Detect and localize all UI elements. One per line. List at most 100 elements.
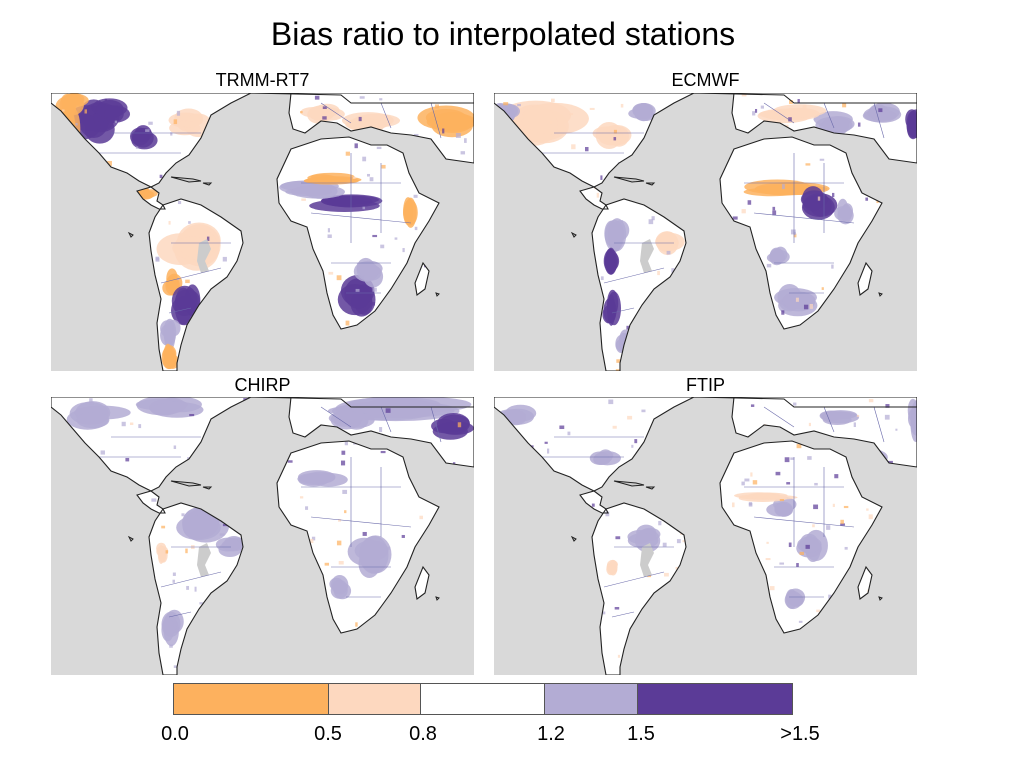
bias-speckle [543,354,547,358]
bias-speckle [129,331,132,335]
coastline [731,93,917,164]
bias-speckle [98,660,102,664]
bias-speckle [284,534,288,539]
bias-patch [95,105,131,124]
bias-speckle [734,347,739,353]
bias-speckle [57,248,63,252]
bias-speckle [752,111,756,116]
coastline [414,565,430,600]
bias-speckle [886,494,891,500]
bias-speckle [816,609,820,613]
bias-speckle [809,303,813,309]
bias-speckle [299,496,304,499]
bias-speckle [696,532,702,536]
bias-speckle [865,197,869,201]
bias-speckle [460,311,465,315]
bias-patch [132,127,154,148]
bias-speckle [557,629,562,632]
bias-speckle [224,491,227,494]
coastline [579,186,609,210]
bias-speckle [649,634,654,640]
bias-speckle [729,346,733,351]
bias-speckle [652,147,657,150]
map-ecmwf [494,93,917,371]
coastline [719,440,883,634]
bias-speckle [535,558,541,562]
bias-speckle [540,202,545,206]
bias-speckle [701,661,705,666]
bias-speckle [279,623,283,627]
bias-speckle [549,121,553,125]
bias-patch [822,116,855,132]
bias-speckle [615,369,621,371]
bias-speckle [380,450,386,454]
bias-speckle [658,520,662,526]
bias-speckle [885,352,890,356]
bias-patch [150,401,204,418]
bias-speckle [408,351,412,357]
coastline [857,565,873,600]
bias-speckle [281,369,286,371]
bias-speckle [895,428,898,431]
bias-speckle [172,579,175,583]
bias-speckle [332,631,335,635]
bias-patch [821,411,860,424]
bias-speckle [80,630,85,635]
bias-speckle [634,439,638,444]
bias-speckle [76,273,81,276]
bias-speckle [73,209,79,214]
bias-speckle [119,301,122,304]
bias-speckle [116,532,119,537]
bias-speckle [662,542,667,547]
bias-speckle [354,143,358,149]
bias-speckle [741,481,745,486]
bias-speckle [359,96,365,99]
bias-speckle [685,215,690,220]
bias-speckle [693,542,697,547]
bias-speckle [266,273,271,277]
bias-speckle [502,658,506,662]
bias-speckle [203,301,208,306]
bias-speckle [431,547,436,552]
bias-speckle [819,158,825,161]
bias-speckle [702,469,708,474]
bias-speckle [526,643,531,648]
bias-speckle [345,320,350,326]
land-sa [592,199,686,371]
bias-speckle [133,529,136,534]
land-sa [592,503,686,675]
bias-speckle [840,519,844,524]
bias-speckle [669,636,674,641]
bias-speckle [658,293,664,299]
bias-speckle [589,107,595,110]
bias-speckle [878,648,882,651]
bias-speckle [311,663,316,668]
bias-speckle [84,109,87,114]
bias-speckle [356,262,361,266]
bias-speckle [766,541,769,544]
bias-speckle [311,274,317,278]
bias-speckle [717,344,723,347]
bias-speckle [559,425,565,430]
bias-speckle [581,209,586,214]
bias-speckle [181,345,185,350]
map-panel-trmm [51,93,474,371]
country-borders [91,406,442,618]
bias-speckle [428,662,433,666]
bias-speckle [302,659,307,664]
bias-speckle [114,120,118,124]
bias-speckle [301,198,306,201]
bias-speckle [75,123,78,126]
legend-tick-label: 0.5 [314,723,342,745]
land-mg [858,567,872,599]
bias-speckle [159,174,163,179]
map-panel-ftip [494,397,917,675]
bias-speckle [914,273,917,278]
bias-speckle [336,275,342,281]
bias-speckle [542,474,546,477]
bias-speckle [784,457,790,463]
bias-speckle [134,182,137,187]
bias-speckle [189,413,195,417]
bias-speckle [241,658,244,663]
island [202,486,213,490]
